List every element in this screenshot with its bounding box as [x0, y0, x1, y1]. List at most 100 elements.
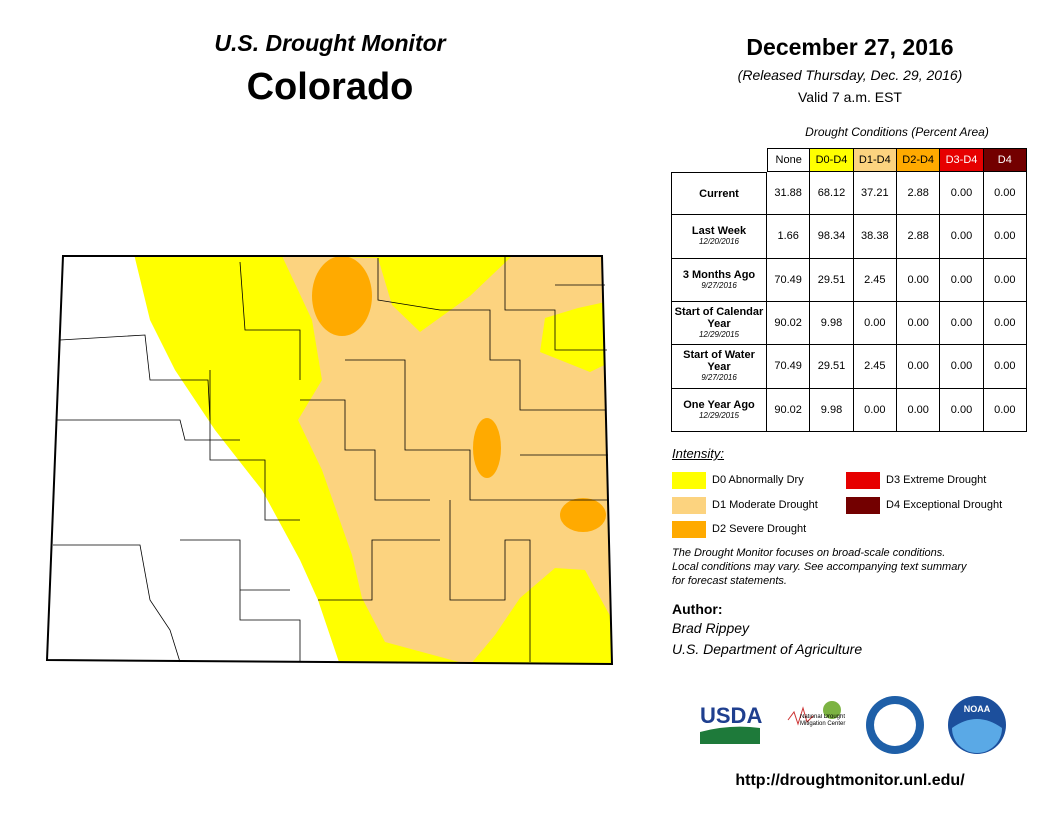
noaa-logo: NOAA: [964, 704, 991, 714]
table-cell: 0.00: [940, 172, 984, 216]
row-date: 9/27/2016: [701, 280, 737, 290]
table-cell: 0.00: [940, 345, 984, 389]
row-header: One Year Ago 12/29/2015: [671, 388, 767, 432]
row-date: 12/29/2015: [698, 410, 740, 420]
cell-value: 0.00: [994, 403, 1016, 416]
table-cell: 37.21: [853, 172, 897, 216]
row-label: Current: [699, 187, 739, 200]
table-cell: 0.00: [983, 388, 1027, 432]
legend-swatch: [672, 521, 706, 538]
table-cell: 70.49: [767, 258, 811, 302]
author-name: Brad Rippey: [672, 620, 750, 636]
table-cell: 1.66: [767, 215, 811, 259]
cell-value: 38.38: [861, 230, 889, 243]
table-cell: 0.00: [940, 388, 984, 432]
map-date: December 27, 2016: [746, 34, 954, 60]
d2-area: [560, 498, 606, 532]
cell-value: 90.02: [774, 403, 802, 416]
release-date: (Released Thursday, Dec. 29, 2016): [737, 67, 963, 83]
cell-value: 70.49: [774, 360, 802, 373]
legend-swatch: [846, 497, 880, 514]
table-cell: 90.02: [767, 302, 811, 346]
row-label: Last Week: [691, 225, 747, 238]
cell-value: 0.00: [864, 403, 886, 416]
note-line: The Drought Monitor focuses on broad-sca…: [672, 547, 946, 559]
author-org: U.S. Department of Agriculture: [672, 641, 863, 657]
row-date: 12/20/2016: [698, 237, 740, 247]
row-header: Start of Water Year 9/27/2016: [671, 345, 767, 389]
cell-value: 0.00: [907, 273, 929, 286]
cell-value: 0.00: [864, 317, 886, 330]
table-cell: 2.45: [853, 258, 897, 302]
row-label: Start of Calendar Year: [674, 306, 764, 331]
column-label: None: [775, 154, 802, 166]
note-line: for forecast statements.: [672, 575, 787, 587]
url: http://droughtmonitor.unl.edu/: [735, 772, 965, 789]
cell-value: 70.49: [774, 273, 802, 286]
column-header: D2-D4: [897, 148, 941, 172]
table-cell: 9.98: [810, 302, 854, 346]
table-cell: 29.51: [810, 345, 854, 389]
map: [45, 255, 614, 666]
legend-swatch: [672, 472, 706, 489]
d2-area: [473, 418, 501, 478]
table-cell: 0.00: [853, 302, 897, 346]
drought-areas: [47, 256, 612, 664]
county-lines: [53, 255, 608, 663]
note-line: Local conditions may vary. See accompany…: [672, 561, 967, 573]
cell-value: 2.45: [864, 360, 886, 373]
cell-value: 29.51: [817, 360, 846, 373]
title: U.S. Drought Monitor: [214, 30, 446, 56]
column-label: D0-D4: [815, 154, 848, 166]
logos: USDA National Drought Mitigation Center …: [700, 696, 1006, 754]
legend-label: D3 Extreme Drought: [886, 474, 987, 486]
cell-value: 0.00: [994, 230, 1016, 243]
table-caption: Drought Conditions (Percent Area): [805, 125, 989, 139]
row-header: Current: [671, 172, 767, 216]
row-label: 3 Months Ago: [682, 268, 756, 281]
ndmc-tree: [823, 701, 841, 719]
note: The Drought Monitor focuses on broad-sca…: [672, 546, 1032, 588]
author-heading: Author:: [672, 601, 723, 617]
cell-value: 0.00: [950, 317, 973, 330]
legend-label: D2 Severe Drought: [712, 523, 807, 535]
cell-value: 31.88: [774, 187, 802, 200]
legend-label: D1 Moderate Drought: [712, 499, 818, 511]
noaa-wave: [952, 719, 1002, 753]
state-name: Colorado: [246, 66, 414, 108]
usda-swoosh: [700, 726, 760, 744]
table-cell: 70.49: [767, 345, 811, 389]
row-label: One Year Ago: [683, 398, 755, 411]
row-date: 12/29/2015: [698, 330, 740, 340]
cell-value: 29.51: [817, 273, 846, 286]
table-cell: 0.00: [897, 258, 941, 302]
table-cell: 0.00: [940, 302, 984, 346]
table-cell: 0.00: [983, 258, 1027, 302]
column-label: D2-D4: [902, 154, 935, 166]
cell-value: 0.00: [994, 273, 1016, 286]
legend-label: D0 Abnormally Dry: [712, 474, 804, 486]
row-header: Start of Calendar Year 12/29/2015: [671, 302, 767, 346]
ndmc-mark: [787, 706, 814, 726]
table-cell: 2.88: [897, 215, 941, 259]
cell-value: 2.88: [907, 187, 929, 200]
cell-value: 0.00: [950, 187, 973, 200]
ndmc-text-box: National Drought Mitigation Center: [800, 714, 845, 727]
table-cell: 2.88: [897, 172, 941, 216]
table-cell: 0.00: [983, 215, 1027, 259]
column-header: None: [767, 148, 811, 172]
column-label: D1-D4: [858, 154, 891, 166]
valid-time: Valid 7 a.m. EST: [797, 89, 902, 105]
cell-value: 37.21: [861, 187, 889, 200]
legend-swatch: [846, 472, 880, 489]
cell-value: 0.00: [994, 187, 1016, 200]
column-label: D3-D4: [945, 154, 978, 166]
state-outline: [45, 255, 614, 666]
column-header: D1-D4: [853, 148, 897, 172]
column-header: D3-D4: [940, 148, 984, 172]
row-header: 3 Months Ago 9/27/2016: [671, 258, 767, 302]
row-label: Start of Water Year: [683, 349, 755, 374]
table-cell: 0.00: [897, 302, 941, 346]
table-cell: 29.51: [810, 258, 854, 302]
